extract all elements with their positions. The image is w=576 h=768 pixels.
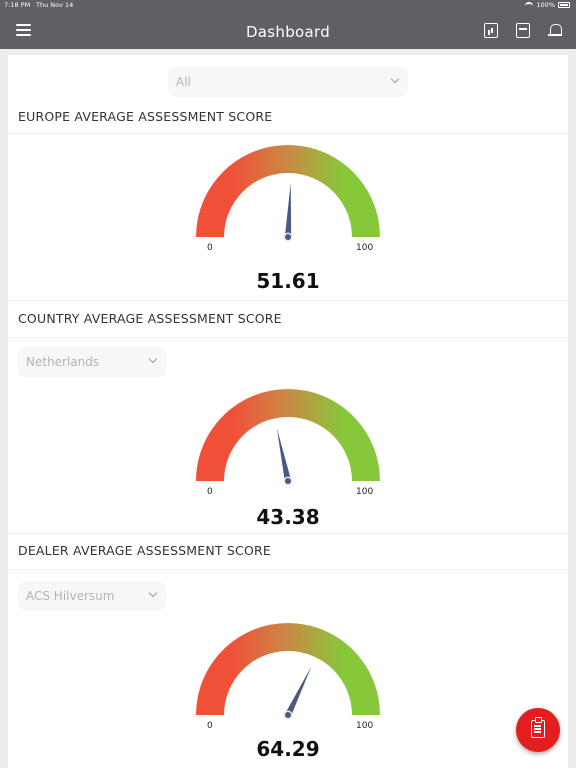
europe-score-value: 51.61 bbox=[256, 269, 320, 293]
dealer-score-value: 64.29 bbox=[256, 737, 320, 761]
card-icon[interactable] bbox=[516, 23, 530, 38]
dealer-gauge-min: 0 bbox=[207, 721, 213, 731]
europe-gauge-min: 0 bbox=[207, 243, 213, 253]
gauge-hub-center bbox=[285, 478, 291, 484]
country-dropdown[interactable]: Netherlands bbox=[18, 347, 166, 377]
dealer-dropdown-value: ACS Hilversum bbox=[26, 589, 115, 603]
clipboard-add-icon bbox=[531, 717, 545, 738]
chevron-down-icon bbox=[148, 354, 158, 364]
hamburger-icon[interactable] bbox=[16, 24, 31, 36]
country-gauge-min: 0 bbox=[207, 487, 213, 497]
page-title: Dashboard bbox=[245, 23, 331, 41]
status-date: Thu Nov 14 bbox=[36, 1, 74, 9]
chevron-down-icon bbox=[148, 588, 158, 598]
gauge-arc bbox=[196, 145, 380, 237]
chevron-down-icon bbox=[390, 74, 400, 84]
gauge-arc bbox=[196, 623, 380, 715]
status-time: 7:18 PM bbox=[4, 1, 31, 9]
country-score-gauge bbox=[196, 389, 380, 486]
bell-icon[interactable] bbox=[548, 23, 562, 38]
divider bbox=[8, 569, 568, 570]
dealer-score-gauge bbox=[196, 623, 380, 720]
gauge-hub-center bbox=[285, 712, 291, 718]
add-assessment-button[interactable] bbox=[516, 708, 560, 752]
divider bbox=[8, 133, 568, 134]
wifi-icon bbox=[525, 2, 534, 8]
status-bar: 7:18 PM Thu Nov 14 100% bbox=[0, 0, 576, 11]
europe-score-gauge bbox=[196, 145, 380, 242]
gauge-needle bbox=[285, 666, 312, 717]
country-score-title: COUNTRY AVERAGE ASSESSMENT SCORE bbox=[18, 311, 282, 326]
divider bbox=[8, 533, 568, 534]
gauge-hub-center bbox=[285, 234, 291, 240]
europe-gauge-max: 100 bbox=[356, 243, 374, 253]
gauge-arc bbox=[196, 389, 380, 481]
dealer-score-title: DEALER AVERAGE ASSESSMENT SCORE bbox=[18, 543, 271, 558]
country-gauge-max: 100 bbox=[356, 487, 374, 497]
gauge-needle bbox=[276, 428, 292, 482]
divider bbox=[8, 337, 568, 338]
gauge-needle bbox=[284, 183, 292, 238]
region-dropdown[interactable]: All bbox=[168, 67, 408, 97]
divider bbox=[8, 300, 568, 301]
app-bar: Dashboard bbox=[0, 11, 576, 49]
battery-percent: 100% bbox=[536, 1, 555, 9]
dealer-dropdown[interactable]: ACS Hilversum bbox=[18, 581, 166, 611]
dealer-gauge-max: 100 bbox=[356, 721, 374, 731]
country-dropdown-value: Netherlands bbox=[26, 355, 100, 369]
battery-icon bbox=[558, 2, 570, 8]
region-dropdown-value: All bbox=[176, 75, 191, 89]
country-score-value: 43.38 bbox=[256, 505, 320, 529]
report-icon[interactable] bbox=[484, 23, 498, 38]
europe-score-title: EUROPE AVERAGE ASSESSMENT SCORE bbox=[18, 109, 273, 124]
dashboard-content: All EUROPE AVERAGE ASSESSMENT SCORE 0 10… bbox=[8, 55, 568, 768]
